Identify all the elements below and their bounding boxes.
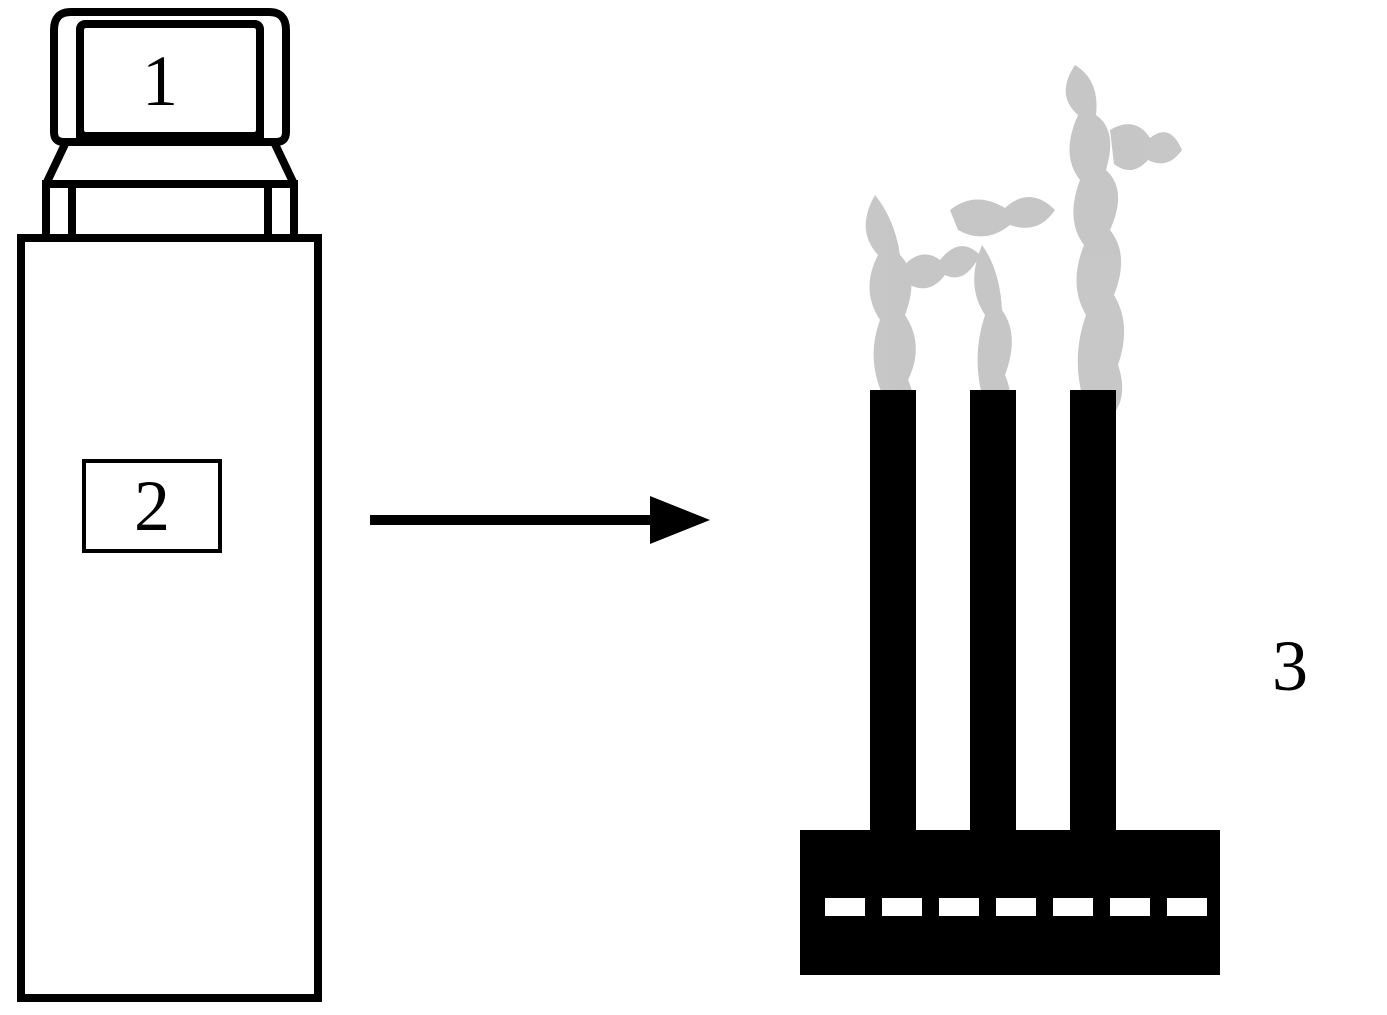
- factory-windows: [825, 898, 1207, 916]
- node-2-label: 2: [134, 465, 170, 548]
- node-3-label: 3: [1260, 625, 1320, 708]
- container-box: [17, 234, 322, 1002]
- node-1-label: 1: [120, 40, 200, 123]
- diagram-canvas: 2 1: [0, 0, 1387, 1015]
- label-box-2: 2: [82, 459, 222, 553]
- arrow-icon: [370, 490, 710, 550]
- factory-icon: [770, 60, 1310, 980]
- smoke-icon: [866, 65, 1182, 420]
